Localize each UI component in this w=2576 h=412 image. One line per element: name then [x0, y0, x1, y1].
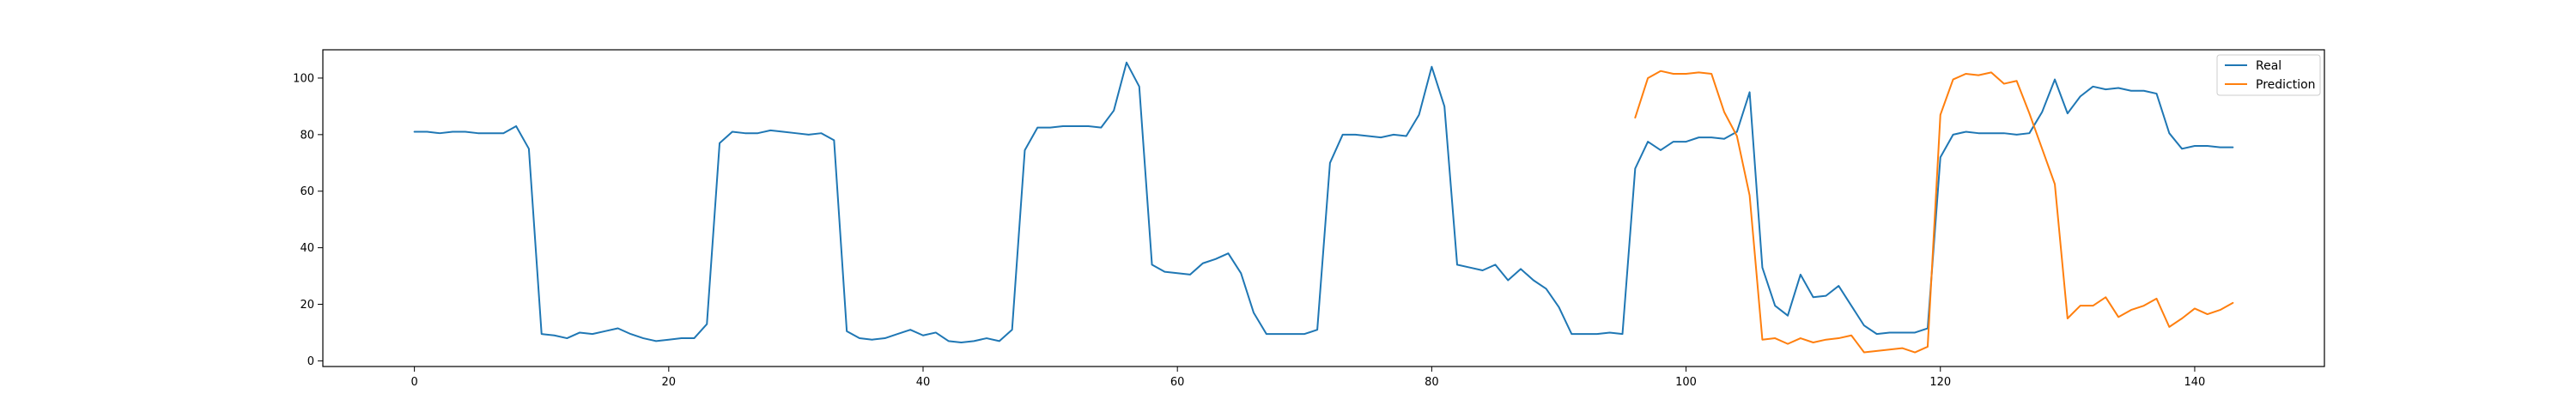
- x-tick-label: 40: [916, 376, 931, 389]
- x-tick-label: 100: [1675, 376, 1697, 389]
- series-line-prediction: [1634, 70, 2234, 354]
- x-axis-ticks: 0 20 40 60 80 100 120 140: [410, 367, 2205, 389]
- legend-label-real: Real: [2256, 59, 2281, 73]
- y-tick-label: 100: [293, 72, 314, 85]
- legend: Real Prediction: [2216, 54, 2321, 96]
- y-tick-label: 40: [300, 242, 314, 255]
- x-tick-label: 0: [410, 376, 417, 389]
- x-tick-label: 120: [1929, 376, 1951, 389]
- x-tick-label: 20: [662, 376, 677, 389]
- y-tick-label: 80: [300, 129, 314, 142]
- x-tick-label: 140: [2184, 376, 2206, 389]
- y-tick-label: 0: [307, 355, 314, 368]
- y-tick-label: 20: [300, 299, 314, 312]
- plot-frame: [322, 49, 2325, 367]
- legend-label-prediction: Prediction: [2256, 78, 2316, 92]
- x-tick-label: 60: [1170, 376, 1185, 389]
- x-tick-label: 80: [1425, 376, 1439, 389]
- y-axis-ticks: 0 20 40 60 80 100: [293, 72, 323, 368]
- plot-lines: [413, 61, 2234, 354]
- y-tick-label: 60: [300, 185, 314, 198]
